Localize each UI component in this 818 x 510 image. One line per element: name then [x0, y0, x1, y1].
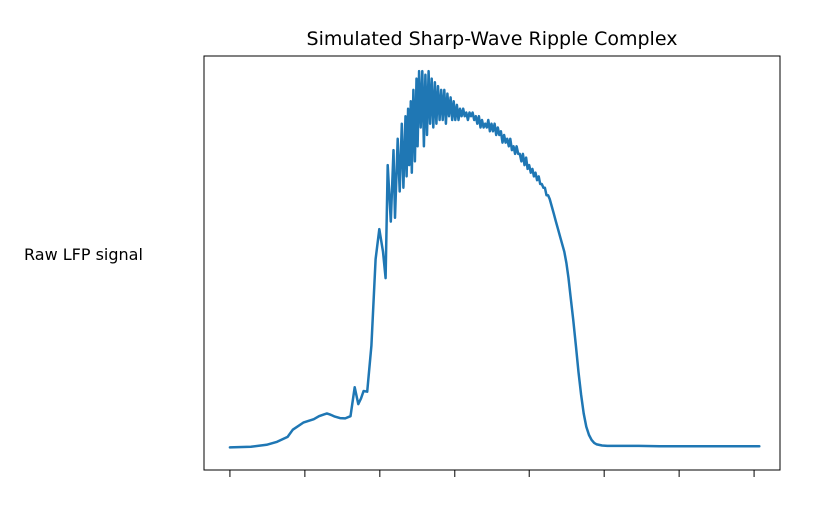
chart-title: Simulated Sharp-Wave Ripple Complex [307, 28, 678, 50]
series-line [228, 69, 761, 449]
x-axis-ticks [229, 470, 755, 477]
y-axis-label: Raw LFP signal [24, 245, 143, 264]
plot-frame [203, 55, 781, 471]
